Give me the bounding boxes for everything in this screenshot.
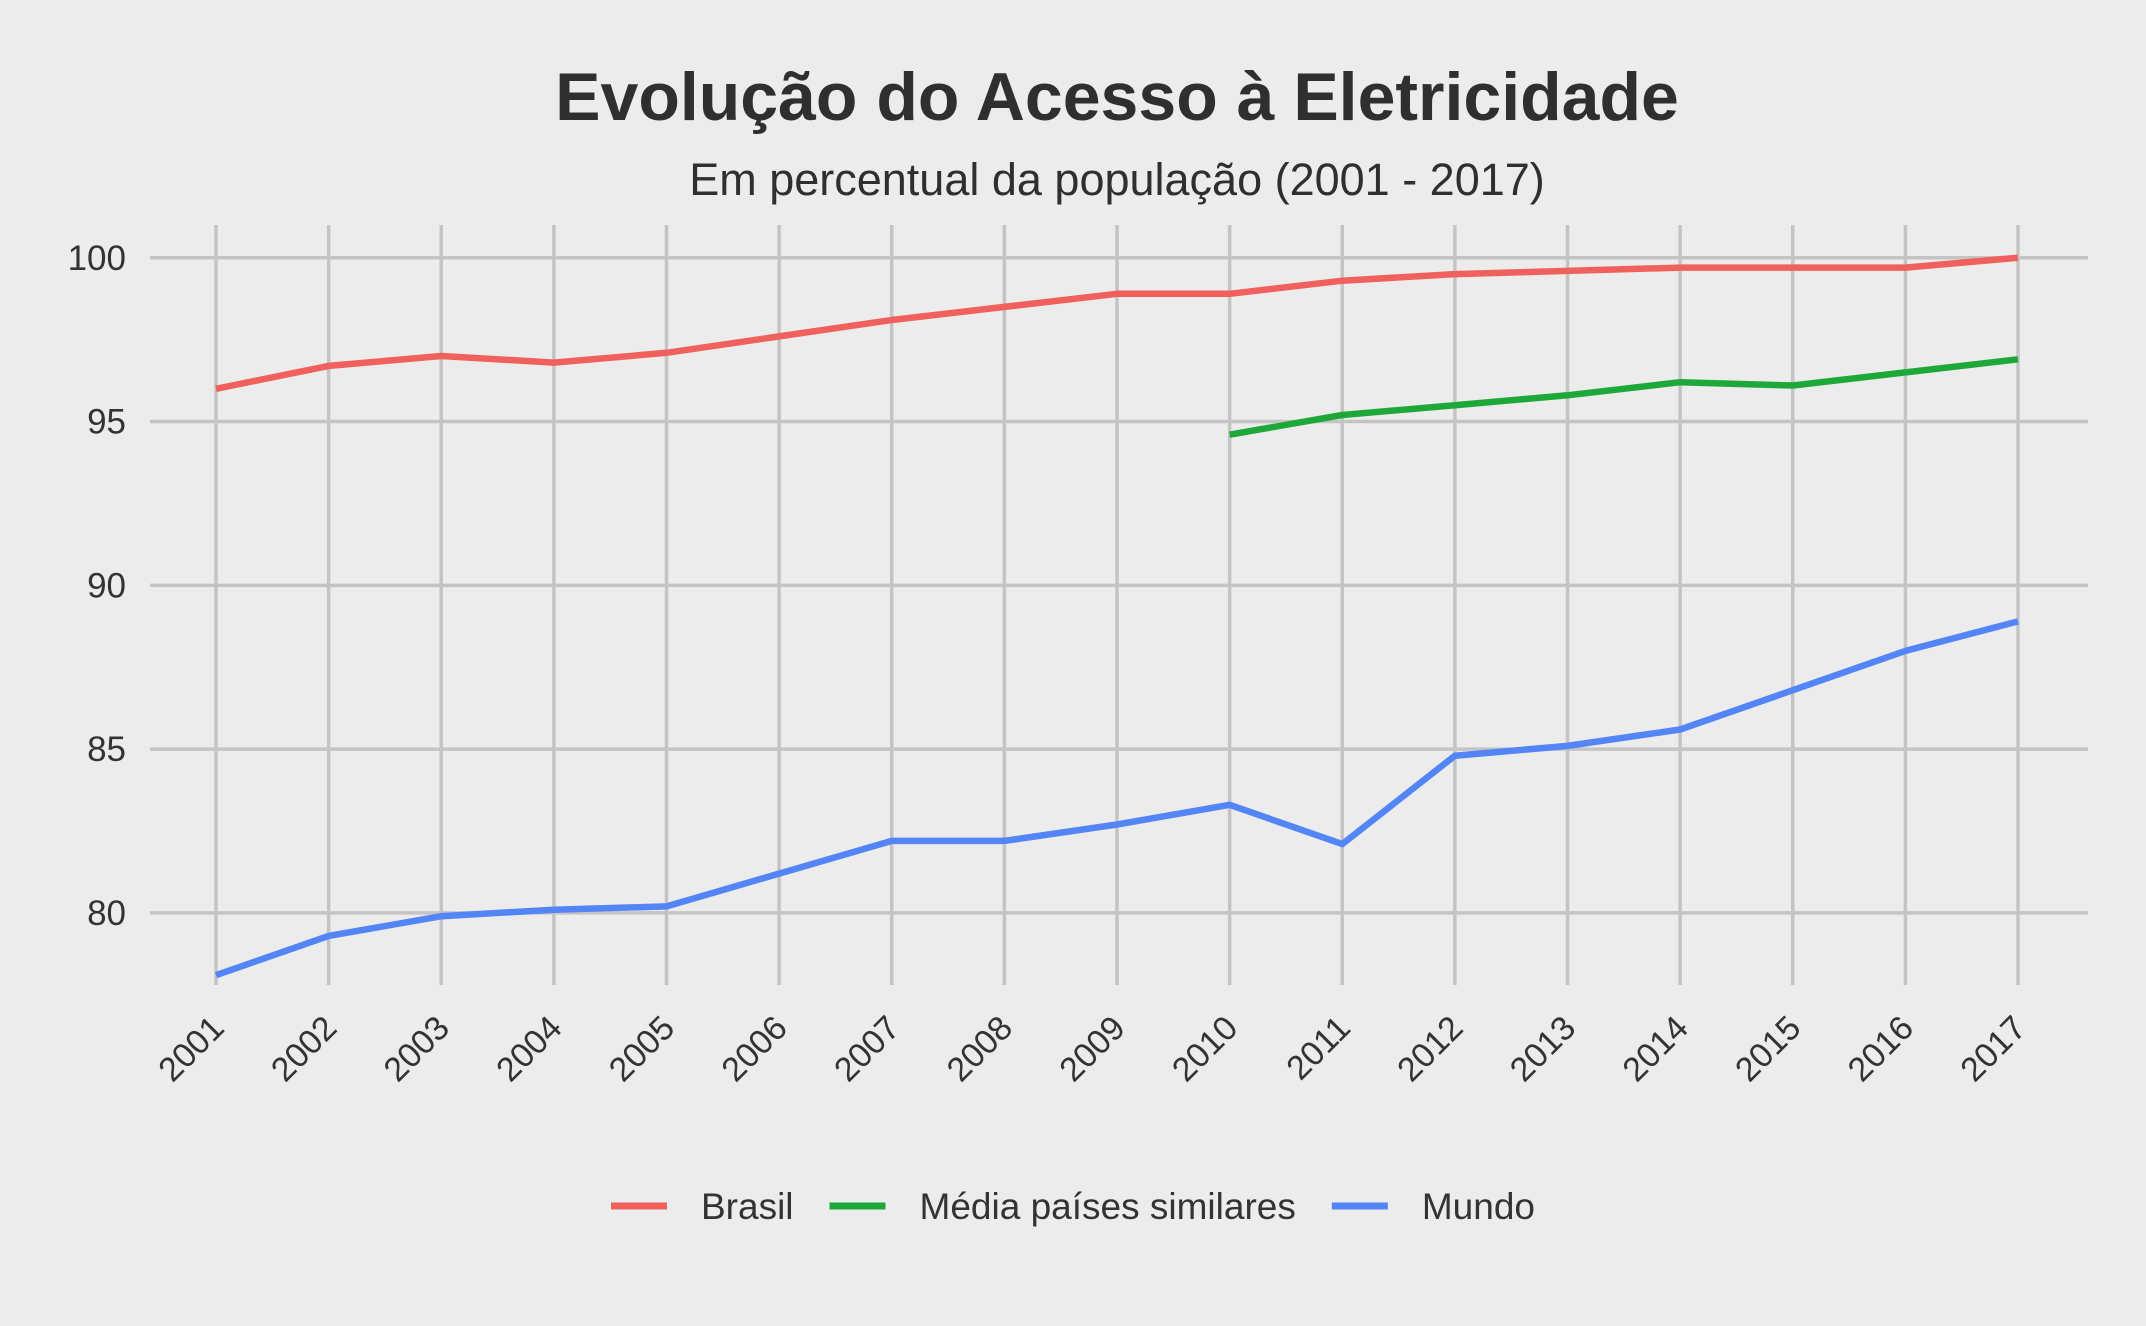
x-tick-label: 2009 — [1052, 1009, 1132, 1089]
legend-label: Mundo — [1422, 1186, 1535, 1227]
x-tick-label: 2012 — [1390, 1009, 1470, 1089]
x-tick-label: 2017 — [1953, 1009, 2033, 1089]
legend-item: Brasil — [611, 1186, 794, 1227]
y-tick-label: 95 — [87, 403, 126, 442]
chart-subtitle: Em percentual da população (2001 - 2017) — [689, 154, 1545, 205]
legend-item: Mundo — [1331, 1186, 1535, 1227]
legend-item: Média países similares — [829, 1186, 1296, 1227]
series-line — [214, 618, 2019, 979]
grid — [150, 225, 2088, 985]
x-tick-label: 2003 — [377, 1009, 457, 1089]
legend-label: Brasil — [701, 1186, 794, 1227]
x-tick-label: 2002 — [264, 1009, 344, 1089]
y-tick-label: 80 — [87, 894, 126, 933]
series-line — [1229, 356, 2019, 438]
y-tick-label: 100 — [68, 239, 126, 278]
legend: Brasil Média países similares Mundo — [611, 1186, 1535, 1227]
x-tick-label: 2001 — [151, 1009, 231, 1089]
x-tick-label: 2008 — [940, 1009, 1020, 1089]
legend-label: Média países similares — [920, 1186, 1296, 1227]
x-tick-label: 2010 — [1165, 1009, 1245, 1089]
x-tick-label: 2005 — [602, 1009, 682, 1089]
x-tick-label: 2016 — [1841, 1009, 1921, 1089]
x-tick-label: 2011 — [1279, 1009, 1358, 1088]
x-tick-label: 2014 — [1615, 1009, 1695, 1089]
x-tick-label: 2004 — [489, 1009, 569, 1089]
x-tick-label: 2015 — [1728, 1009, 1808, 1089]
x-tick-label: 2013 — [1503, 1009, 1583, 1089]
y-axis-ticks: 80 85 90 95 100 — [68, 239, 126, 933]
series-lines — [214, 254, 2019, 979]
series-line — [215, 254, 2019, 392]
y-tick-label: 90 — [87, 566, 126, 605]
x-tick-label: 2006 — [714, 1009, 794, 1089]
x-tick-label: 2007 — [827, 1009, 907, 1089]
x-axis-ticks: 2001 2002 2003 2004 2005 2006 2007 2008 2009 2010… — [151, 1009, 2033, 1089]
chart-title: Evolução do Acesso à Eletricidade — [555, 59, 1679, 135]
y-tick-label: 85 — [87, 730, 126, 769]
